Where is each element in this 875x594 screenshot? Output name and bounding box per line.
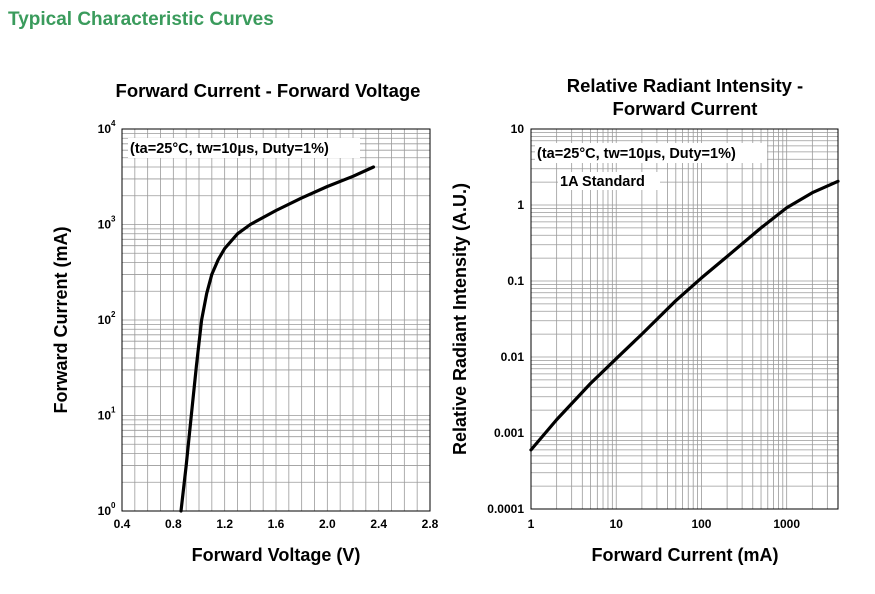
chart2-y-tick-label: 1 — [517, 198, 524, 212]
chart2-grid — [531, 129, 838, 509]
chart2-standard-annotation-bg — [558, 172, 660, 190]
chart1-grid — [122, 129, 430, 511]
chart1-y-tick-exponent: 0 — [111, 501, 116, 510]
chart1-y-tick-label: 10 — [98, 504, 112, 518]
chart1-y-tick-label: 10 — [98, 409, 112, 423]
chart1-plot-frame — [121, 128, 431, 512]
chart1-y-axis-label: Forward Current (mA) — [51, 226, 71, 413]
chart2-x-tick-label: 10 — [610, 517, 624, 531]
chart1-x-axis-label: Forward Voltage (V) — [192, 545, 361, 565]
chart2-y-tick-label: 0.001 — [494, 426, 524, 440]
chart2-y-tick-label: 0.0001 — [487, 502, 524, 516]
chart2-x-tick-label: 1000 — [773, 517, 800, 531]
chart1-annotation-bg — [128, 138, 360, 158]
chart1-conditions-annotation: (ta=25°C, tw=10μs, Duty=1%) — [130, 141, 329, 157]
chart2-title-line2: Forward Current — [613, 98, 758, 119]
chart2-series-line — [529, 179, 840, 452]
chart2-annotation-bg — [535, 143, 767, 163]
chart2-x-tick-label: 1 — [528, 517, 535, 531]
chart-forward-voltage: Forward Current - Forward Voltage (ta=25… — [51, 80, 439, 565]
chart1-y-tick-exponent: 2 — [111, 310, 116, 319]
chart1-y-tick-label: 10 — [98, 218, 112, 232]
chart1-x-tick-label: 2.8 — [422, 517, 439, 531]
chart2-x-axis-label: Forward Current (mA) — [591, 545, 778, 565]
chart1-y-tick-exponent: 3 — [111, 215, 116, 224]
chart1-title: Forward Current - Forward Voltage — [116, 80, 421, 101]
chart2-series — [529, 179, 840, 452]
chart1-series — [179, 165, 376, 513]
chart2-plot-frame — [530, 128, 839, 510]
chart2-x-tick-label: 100 — [691, 517, 711, 531]
chart2-standard-annotation: 1A Standard — [560, 174, 645, 190]
chart1-x-tick-label: 1.2 — [216, 517, 233, 531]
chart1-x-ticks: 0.4 0.8 1.2 1.6 2.0 2.4 2.8 — [114, 517, 439, 531]
chart1-x-tick-label: 0.8 — [165, 517, 182, 531]
chart1-y-tick-exponent: 4 — [111, 119, 116, 128]
chart1-y-tick-label: 10 — [98, 122, 112, 136]
chart2-conditions-annotation: (ta=25°C, tw=10μs, Duty=1%) — [537, 146, 736, 162]
chart1-x-tick-label: 0.4 — [114, 517, 131, 531]
chart2-title-line1: Relative Radiant Intensity - — [567, 75, 803, 96]
chart2-y-tick-label: 0.1 — [507, 274, 524, 288]
chart1-series-line — [179, 165, 376, 513]
page-title: Typical Characteristic Curves — [8, 9, 274, 30]
chart2-y-axis-label: Relative Radiant Intensity (A.U.) — [450, 183, 470, 455]
chart2-x-ticks: 1 10 100 1000 — [528, 517, 801, 531]
chart1-x-tick-label: 2.0 — [319, 517, 336, 531]
chart1-x-tick-label: 2.4 — [370, 517, 387, 531]
chart1-y-tick-label: 10 — [98, 313, 112, 327]
chart2-y-ticks: 0.0001 0.001 0.01 0.1 1 10 — [487, 122, 524, 516]
chart1-y-tick-exponent: 1 — [111, 406, 116, 415]
chart2-y-tick-label: 0.01 — [501, 350, 525, 364]
chart2-y-tick-label: 10 — [511, 122, 525, 136]
chart-radiant-intensity: Relative Radiant Intensity - Forward Cur… — [450, 75, 840, 565]
chart1-x-tick-label: 1.6 — [268, 517, 285, 531]
